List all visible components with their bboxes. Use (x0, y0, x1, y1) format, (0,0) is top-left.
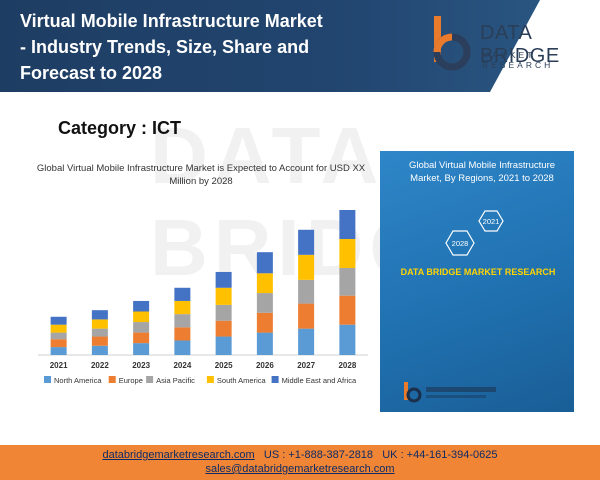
bar-2023-segment-4 (133, 300, 150, 312)
uk-phone: UK : +44-161-394-0625 (382, 449, 498, 461)
x-tick-label: 2024 (173, 361, 191, 370)
header-band (0, 0, 540, 92)
title-line-3: Forecast to 2028 (20, 63, 163, 83)
report-title: Virtual Mobile Infrastructure Market - I… (20, 8, 400, 86)
bar-2028-segment-4 (339, 210, 356, 239)
chart-legend: North America Europe Asia Pacific South Ame… (44, 376, 357, 385)
regions-panel: Global Virtual Mobile Infrastructure Mar… (380, 151, 574, 412)
header: Virtual Mobile Infrastructure Market - I… (0, 0, 600, 92)
bar-2025-segment-3 (215, 287, 232, 305)
bar-2025-segment-0 (215, 336, 232, 355)
hex-label-2021: 2021 (483, 217, 500, 226)
bar-2025-segment-4 (215, 271, 232, 288)
legend-swatch (44, 376, 51, 383)
bar-2026-segment-0 (256, 332, 273, 355)
bar-2023-segment-2 (133, 322, 150, 333)
bar-2028-segment-2 (339, 268, 356, 296)
title-line-1: Virtual Mobile Infrastructure Market (20, 11, 323, 31)
bar-2022-segment-2 (91, 328, 108, 337)
brand-logo: DATA BRIDGE MARKET RESEARCH (428, 10, 598, 80)
footer-email-line: sales@databridgemarketresearch.com (0, 462, 600, 476)
x-tick-label: 2026 (256, 361, 274, 370)
bar-2021-segment-0 (50, 347, 67, 355)
bar-2027-segment-1 (298, 303, 315, 329)
category-label: Category : ICT (58, 118, 182, 138)
bar-2022-segment-3 (91, 319, 108, 329)
title-line-2: - Industry Trends, Size, Share and (20, 37, 310, 57)
legend-label: Europe (119, 376, 143, 385)
logo-mark-icon (433, 16, 471, 71)
stacked-bar-chart: 2021 2022 2023 2024 2025 2026 2027 2028 (38, 210, 368, 370)
bar-2027-segment-0 (298, 328, 315, 355)
bar-2027-segment-4 (298, 229, 315, 255)
bar-2024-segment-0 (174, 340, 191, 355)
chart-title: Global Virtual Mobile Infrastructure Mar… (36, 163, 366, 187)
bar-2026-segment-4 (256, 252, 273, 274)
bar-2026-segment-2 (256, 293, 273, 313)
legend-label: North America (54, 376, 102, 385)
hexagon-years-icon: 2021 2028 (445, 210, 504, 256)
legend-swatch (206, 376, 214, 383)
bar-2023-segment-3 (133, 311, 150, 323)
bar-2024-segment-4 (174, 287, 191, 301)
bar-2025-segment-2 (215, 304, 232, 321)
panel-title: Global Virtual Mobile Infrastructure Mar… (408, 160, 556, 184)
bar-2023-segment-0 (133, 343, 150, 355)
legend-label: South America (217, 376, 267, 385)
bar-2026-segment-1 (256, 312, 273, 333)
bar-2027-segment-2 (298, 279, 315, 304)
legend-swatch (108, 376, 116, 383)
bar-2022-segment-4 (91, 310, 108, 320)
x-tick-label: 2021 (50, 361, 68, 370)
x-tick-label: 2028 (338, 361, 356, 370)
x-tick-label: 2023 (132, 361, 150, 370)
panel-brand: DATA BRIDGE MARKET RESEARCH (400, 267, 556, 277)
bar-2028-segment-1 (339, 295, 356, 325)
bar-2021-segment-4 (50, 316, 67, 325)
logo-subtitle: MARKET RESEARCH (482, 50, 554, 70)
bar-2022-segment-0 (91, 345, 108, 355)
legend-label: Asia Pacific (156, 376, 195, 385)
x-tick-label: 2027 (297, 361, 315, 370)
footer-contact-line: databridgemarketresearch.com US : +1-888… (0, 448, 600, 462)
bar-2028-segment-0 (339, 324, 356, 355)
us-phone: US : +1-888-387-2818 (263, 449, 374, 461)
email-link[interactable]: sales@databridgemarketresearch.com (205, 463, 395, 475)
bar-2026-segment-3 (256, 273, 273, 294)
bar-2027-segment-3 (298, 254, 315, 280)
hex-label-2028: 2028 (452, 239, 469, 248)
legend-swatch (146, 376, 154, 383)
bar-2024-segment-1 (174, 327, 191, 341)
bar-2024-segment-3 (174, 300, 191, 315)
panel-logo-icon (404, 382, 496, 403)
bar-2023-segment-1 (133, 332, 150, 344)
bar-2021-segment-1 (50, 339, 67, 348)
logo-name: DATA BRIDGE (480, 22, 560, 67)
bar-2024-segment-2 (174, 314, 191, 328)
x-tick-label: 2025 (215, 361, 233, 370)
legend-swatch (271, 376, 279, 383)
footer: databridgemarketresearch.com US : +1-888… (0, 445, 600, 480)
website-link[interactable]: databridgemarketresearch.com (102, 449, 255, 461)
bar-2021-segment-2 (50, 332, 67, 340)
bar-2025-segment-1 (215, 320, 232, 337)
x-tick-label: 2022 (91, 361, 109, 370)
bar-2022-segment-1 (91, 336, 108, 346)
bar-2028-segment-3 (339, 239, 356, 268)
bar-2021-segment-3 (50, 324, 67, 333)
legend-label: Middle East and Africa (282, 376, 357, 385)
